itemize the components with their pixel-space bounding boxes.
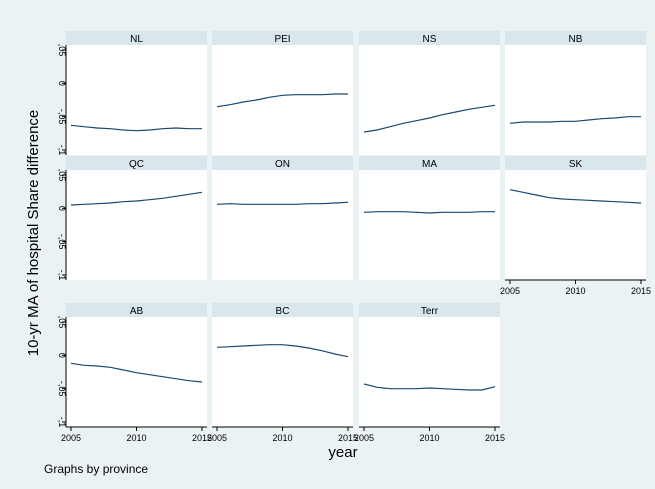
x-tick-label: 2015 xyxy=(631,286,651,296)
panel-pei: PEI xyxy=(212,31,353,155)
y-tick-label: 0 xyxy=(57,206,67,211)
plot-area xyxy=(359,170,500,280)
panel-title: MA xyxy=(422,159,437,170)
x-tick-label: 2005 xyxy=(354,433,374,443)
y-tick-label: -,05 xyxy=(57,234,67,250)
series-line-ab xyxy=(70,362,203,383)
y-axis-title: 10-yr MA of hospital Share difference xyxy=(25,110,42,357)
x-axis-title: year xyxy=(328,444,357,461)
panel-title: BC xyxy=(276,306,290,317)
y-tick-label: ,05 xyxy=(57,169,67,182)
panel-ab: AB -,1 -,05 0 ,05 2005 2010 2015 xyxy=(57,303,212,443)
y-tick-label: 0 xyxy=(57,81,67,86)
panel-title: Terr xyxy=(421,306,439,317)
panel-nl: NL -,1 -,05 0 ,05 xyxy=(57,31,207,155)
x-tick-label: 2005 xyxy=(207,433,227,443)
panel-title: ON xyxy=(275,159,290,170)
y-tick-label: 0 xyxy=(57,353,67,358)
panel-header xyxy=(66,31,207,45)
plot-area xyxy=(359,45,500,155)
panel-header xyxy=(212,156,353,170)
x-tick-label: 2005 xyxy=(500,286,520,296)
plot-area xyxy=(505,170,646,280)
panel-header xyxy=(66,303,207,317)
panel-terr: Terr 2005 2010 2015 xyxy=(354,303,505,443)
panels: NL -,1 -,05 0 ,05 PEI NS NB QC -,1 -,05 0 ,05 ON MA SK 2… xyxy=(57,31,651,443)
panel-title: NS xyxy=(423,34,437,45)
y-tick-label: ,05 xyxy=(57,44,67,57)
plot-area xyxy=(359,317,500,427)
series-line-bc xyxy=(216,344,349,358)
panel-title: NL xyxy=(130,34,143,45)
series-line-nb xyxy=(509,116,641,124)
x-tick-label: 2015 xyxy=(485,433,505,443)
panel-sk: SK 2005 2010 2015 xyxy=(500,156,651,296)
panel-header xyxy=(505,156,646,170)
series-line-pei xyxy=(216,93,348,108)
x-tick-label: 2010 xyxy=(126,433,146,443)
plot-area xyxy=(66,170,207,280)
series-line-on xyxy=(216,201,349,205)
plot-area xyxy=(212,45,353,155)
panel-header xyxy=(66,156,207,170)
x-tick-label: 2010 xyxy=(565,286,585,296)
x-tick-label: 2010 xyxy=(419,433,439,443)
panel-header xyxy=(359,303,500,317)
series-line-ns xyxy=(363,104,496,133)
y-tick-label: -,1 xyxy=(57,270,67,281)
panel-nb: NB xyxy=(505,31,646,155)
panel-header xyxy=(212,303,353,317)
plot-area xyxy=(212,317,353,427)
panel-header xyxy=(505,31,646,45)
series-line-terr xyxy=(363,383,496,391)
y-tick-label: -,05 xyxy=(57,109,67,125)
panel-title: QC xyxy=(129,159,144,170)
y-tick-label: -,05 xyxy=(57,381,67,397)
panel-header xyxy=(359,31,500,45)
plot-area xyxy=(505,45,646,155)
panel-qc: QC -,1 -,05 0 ,05 xyxy=(57,156,207,280)
y-tick-label: -,1 xyxy=(57,145,67,156)
x-tick-label: 2015 xyxy=(192,433,212,443)
panel-title: NB xyxy=(569,34,583,45)
plot-area xyxy=(212,170,353,280)
panel-header xyxy=(359,156,500,170)
panel-title: PEI xyxy=(274,34,290,45)
panel-ma: MA xyxy=(359,156,500,280)
x-tick-label: 2010 xyxy=(272,433,292,443)
x-tick-label: 2005 xyxy=(61,433,81,443)
panel-title: SK xyxy=(569,159,583,170)
panel-on: ON xyxy=(212,156,353,280)
y-tick-label: ,05 xyxy=(57,316,67,329)
series-line-nl xyxy=(70,124,202,132)
plot-area xyxy=(66,45,207,155)
series-line-sk xyxy=(509,189,642,204)
panel-title: AB xyxy=(130,306,144,317)
series-line-ma xyxy=(363,211,495,214)
panel-bc: BC 2005 2010 2015 xyxy=(207,303,358,443)
series-line-qc xyxy=(70,191,203,206)
graphs-by-note: Graphs by province xyxy=(44,462,148,476)
y-tick-label: -,1 xyxy=(57,417,67,428)
plot-area xyxy=(66,317,207,427)
x-tick-label: 2015 xyxy=(338,433,358,443)
panel-ns: NS xyxy=(359,31,500,155)
panel-header xyxy=(212,31,353,45)
